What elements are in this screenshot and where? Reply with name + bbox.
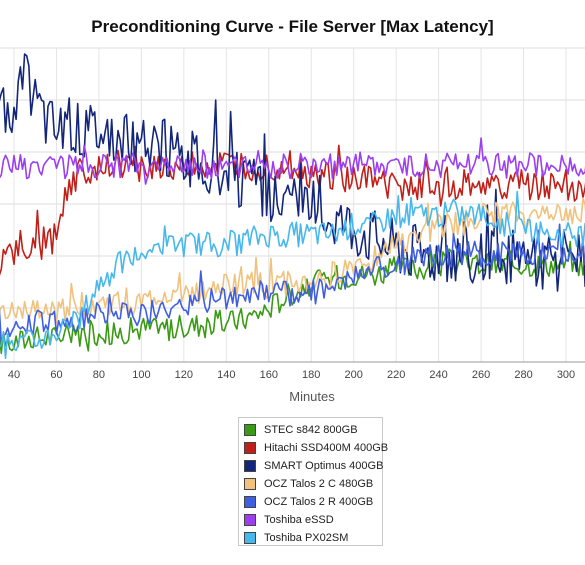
legend: STEC s842 800GB Hitachi SSD400M 400GB SMAR… bbox=[238, 417, 388, 547]
legend-item[interactable]: Hitachi SSD400M 400GB bbox=[239, 439, 388, 457]
x-tick-label: 60 bbox=[50, 369, 62, 381]
legend-items: STEC s842 800GB Hitachi SSD400M 400GB SMAR… bbox=[239, 421, 388, 547]
x-axis-ticks: 40 60 80 100 120 140 160 180 200 220 240 260 280 300 bbox=[8, 369, 575, 381]
legend-item[interactable]: SMART Optimus 400GB bbox=[239, 457, 384, 475]
x-tick-label: 240 bbox=[429, 369, 447, 381]
x-tick-label: 140 bbox=[217, 369, 235, 381]
x-tick-label: 200 bbox=[345, 369, 363, 381]
series-line-6 bbox=[0, 137, 585, 185]
legend-item[interactable]: OCZ Talos 2 C 480GB bbox=[239, 475, 382, 493]
legend-swatch bbox=[244, 532, 256, 544]
legend-swatch bbox=[244, 424, 256, 436]
chart-plot: 40 60 80 100 120 140 160 180 200 220 240 260 280 300 … bbox=[0, 47, 585, 404]
x-tick-label: 100 bbox=[132, 369, 150, 381]
legend-label: OCZ Talos 2 R 400GB bbox=[264, 496, 374, 508]
series-line-7 bbox=[0, 190, 585, 360]
legend-label: Hitachi SSD400M 400GB bbox=[264, 442, 389, 454]
series-group bbox=[0, 53, 585, 360]
legend-swatch bbox=[244, 514, 256, 526]
legend-swatch bbox=[244, 496, 256, 508]
x-axis-title: Minutes bbox=[289, 389, 335, 404]
legend-label: STEC s842 800GB bbox=[264, 424, 358, 436]
x-tick-label: 120 bbox=[175, 369, 193, 381]
legend-item[interactable]: Toshiba eSSD bbox=[239, 511, 382, 529]
x-tick-label: 220 bbox=[387, 369, 405, 381]
x-tick-label: 300 bbox=[557, 369, 575, 381]
legend-swatch bbox=[244, 478, 256, 490]
legend-item[interactable]: STEC s842 800GB bbox=[239, 421, 382, 439]
x-tick-label: 260 bbox=[472, 369, 490, 381]
x-tick-label: 280 bbox=[514, 369, 532, 381]
legend-swatch bbox=[244, 460, 256, 472]
legend-label: Toshiba PX02SM bbox=[264, 532, 349, 544]
x-tick-label: 180 bbox=[302, 369, 320, 381]
legend-label: OCZ Talos 2 C 480GB bbox=[264, 478, 374, 490]
legend-label: SMART Optimus 400GB bbox=[264, 460, 384, 472]
legend-item[interactable]: OCZ Talos 2 R 400GB bbox=[239, 493, 382, 511]
legend-swatch bbox=[244, 442, 256, 454]
series-line-3 bbox=[0, 53, 585, 292]
legend-label: Toshiba eSSD bbox=[264, 514, 334, 526]
x-tick-label: 40 bbox=[8, 369, 20, 381]
series-line-5 bbox=[0, 223, 585, 343]
x-tick-label: 160 bbox=[260, 369, 278, 381]
x-tick-label: 80 bbox=[93, 369, 105, 381]
chart-title: Preconditioning Curve - File Server [Max… bbox=[91, 17, 494, 36]
legend-item[interactable]: Toshiba PX02SM bbox=[239, 529, 382, 547]
